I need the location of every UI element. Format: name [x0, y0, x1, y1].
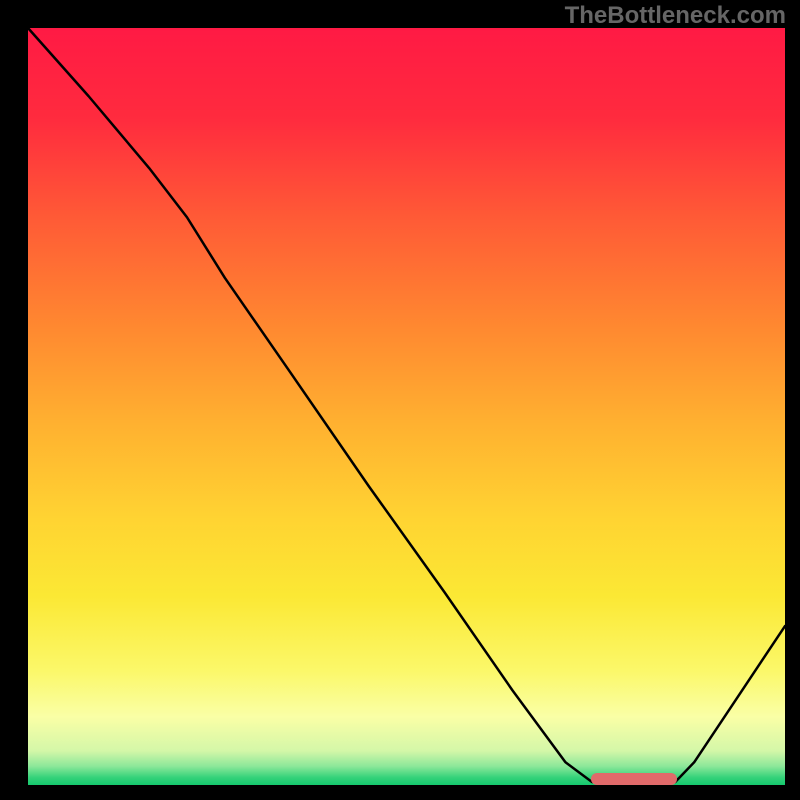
- bottleneck-chart: TheBottleneck.com: [0, 0, 800, 800]
- plot-area: [28, 28, 785, 785]
- optimal-range-marker: [591, 773, 677, 785]
- curve-svg: [28, 28, 785, 785]
- gradient-background: [28, 28, 785, 785]
- watermark-text: TheBottleneck.com: [565, 2, 786, 30]
